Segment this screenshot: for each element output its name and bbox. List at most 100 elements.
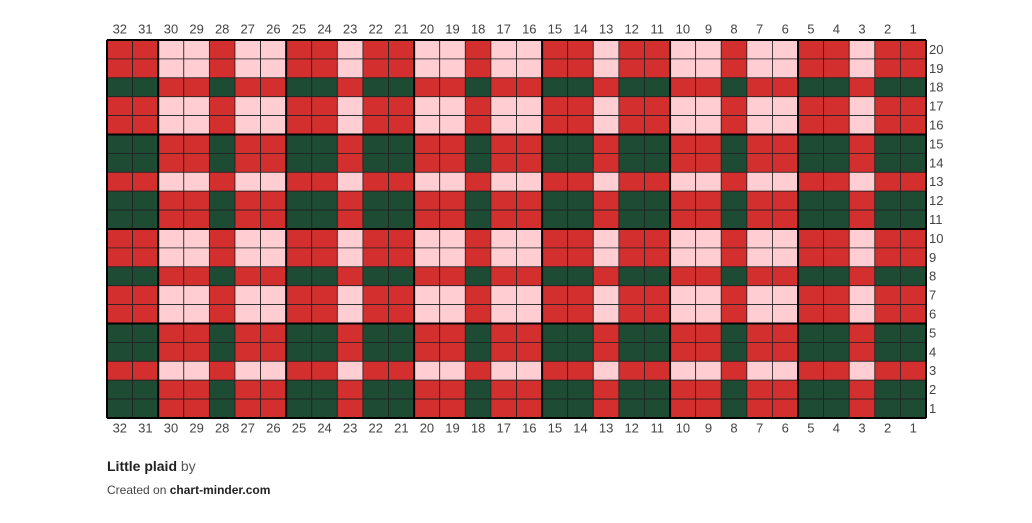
stitch-cell — [772, 341, 799, 362]
column-label: 17 — [496, 420, 510, 435]
stitch-cell — [260, 266, 287, 287]
column-label: 1 — [910, 21, 917, 36]
column-label: 3 — [858, 21, 865, 36]
column-label: 31 — [138, 420, 152, 435]
stitch-cell — [464, 134, 492, 154]
stitch-cell — [388, 190, 415, 211]
stitch-cell — [516, 152, 543, 173]
column-label: 4 — [833, 420, 840, 435]
stitch-cell — [336, 304, 364, 324]
stitch-cell — [746, 115, 773, 135]
stitch-cell — [746, 266, 773, 287]
stitch-cell — [439, 96, 466, 116]
stitch-cell — [132, 247, 159, 268]
stitch-cell — [413, 379, 441, 400]
stitch-cell — [234, 304, 261, 324]
stitch-cell — [260, 209, 287, 230]
column-label: 12 — [624, 21, 638, 36]
stitch-cell — [490, 96, 517, 116]
column-label: 12 — [624, 420, 638, 435]
stitch-cell — [362, 171, 389, 192]
stitch-cell — [567, 247, 594, 268]
stitch-cell — [208, 266, 236, 287]
stitch-cell — [106, 152, 133, 173]
column-label: 6 — [782, 21, 789, 36]
column-label: 3 — [858, 420, 865, 435]
row-label: 18 — [929, 80, 943, 95]
stitch-cell — [490, 171, 517, 192]
stitch-cell — [388, 360, 415, 381]
stitch-cell — [439, 341, 466, 362]
stitch-cell — [106, 134, 133, 154]
stitch-cell — [618, 323, 645, 343]
stitch-cell — [132, 379, 159, 400]
stitch-cell — [490, 58, 517, 79]
stitch-cell — [234, 190, 261, 211]
stitch-cell — [311, 341, 338, 362]
stitch-cell — [106, 39, 133, 60]
stitch-cell — [848, 247, 876, 268]
grid: 3232313130302929282827272626252524242323… — [106, 21, 943, 435]
stitch-cell — [592, 115, 620, 135]
stitch-cell — [234, 152, 261, 173]
column-label: 20 — [420, 420, 434, 435]
stitch-cell — [874, 360, 901, 381]
stitch-cell — [644, 228, 671, 249]
stitch-cell — [413, 171, 441, 192]
stitch-cell — [746, 39, 773, 60]
stitch-cell — [669, 398, 697, 419]
stitch-cell — [644, 58, 671, 79]
stitch-cell — [900, 398, 927, 419]
stitch-cell — [285, 58, 313, 79]
stitch-cell — [208, 398, 236, 419]
column-label: 16 — [522, 420, 536, 435]
stitch-cell — [132, 228, 159, 249]
stitch-cell — [311, 96, 338, 116]
stitch-cell — [208, 285, 236, 306]
column-label: 28 — [215, 420, 229, 435]
column-label: 30 — [164, 21, 178, 36]
stitch-cell — [388, 115, 415, 135]
stitch-cell — [490, 360, 517, 381]
stitch-cell — [720, 96, 748, 116]
stitch-cell — [644, 360, 671, 381]
stitch-cell — [516, 115, 543, 135]
stitch-cell — [669, 285, 697, 306]
stitch-cell — [797, 398, 825, 419]
stitch-cell — [336, 266, 364, 287]
stitch-cell — [874, 228, 901, 249]
stitch-cell — [823, 96, 850, 116]
site-link[interactable]: chart-minder.com — [170, 483, 271, 497]
stitch-cell — [695, 190, 722, 211]
column-label: 30 — [164, 420, 178, 435]
column-label: 16 — [522, 21, 536, 36]
stitch-cell — [848, 341, 876, 362]
stitch-cell — [208, 39, 236, 60]
stitch-cell — [388, 209, 415, 230]
stitch-cell — [464, 228, 492, 249]
stitch-cell — [644, 323, 671, 343]
stitch-cell — [567, 96, 594, 116]
stitch-cell — [362, 152, 389, 173]
column-label: 21 — [394, 21, 408, 36]
stitch-cell — [644, 341, 671, 362]
stitch-cell — [516, 304, 543, 324]
stitch-cell — [208, 341, 236, 362]
stitch-cell — [413, 304, 441, 324]
stitch-cell — [541, 247, 569, 268]
column-label: 19 — [445, 420, 459, 435]
stitch-cell — [669, 266, 697, 287]
stitch-cell — [720, 209, 748, 230]
stitch-cell — [132, 209, 159, 230]
stitch-cell — [336, 228, 364, 249]
stitch-cell — [720, 285, 748, 306]
stitch-cell — [490, 190, 517, 211]
stitch-cell — [848, 360, 876, 381]
stitch-cell — [464, 39, 492, 60]
stitch-cell — [848, 134, 876, 154]
stitch-cell — [516, 360, 543, 381]
stitch-cell — [592, 58, 620, 79]
stitch-cell — [720, 266, 748, 287]
stitch-cell — [362, 115, 389, 135]
stitch-cell — [336, 323, 364, 343]
